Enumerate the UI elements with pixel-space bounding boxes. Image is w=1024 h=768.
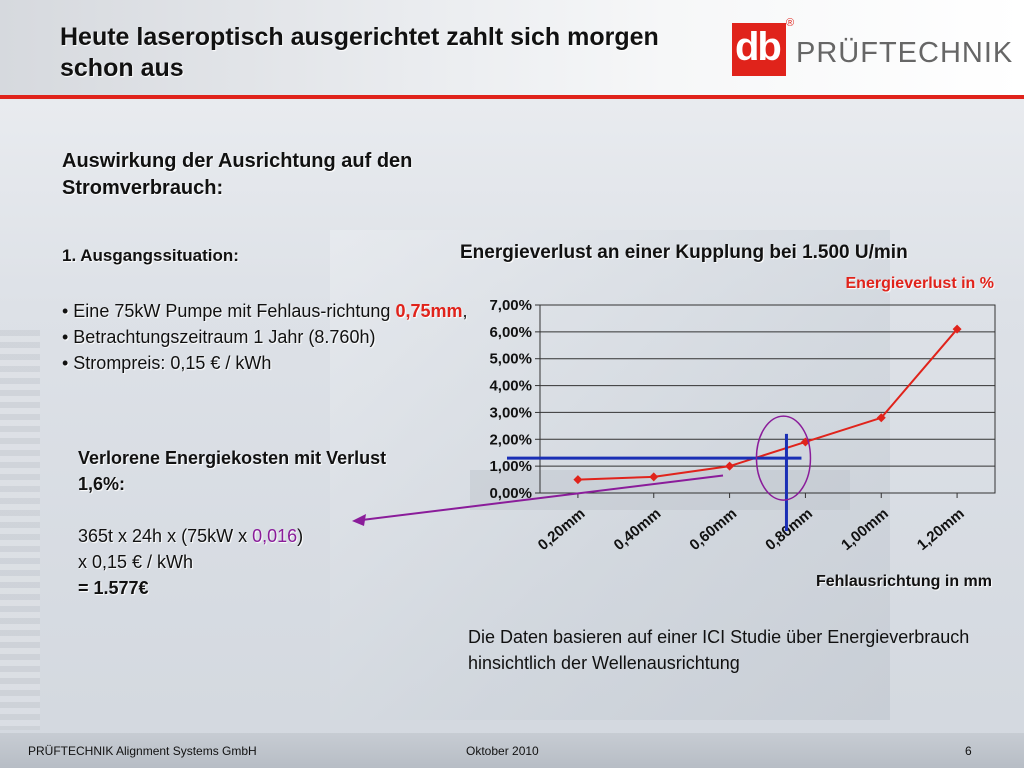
- x-tick-label: 1,00mm: [838, 505, 892, 554]
- chart-x-axis-label: Fehlausrichtung in mm: [815, 573, 992, 590]
- background-left-structure: [0, 330, 40, 730]
- bullet-item-pump: • Eine 75kW Pumpe mit Fehlaus-richtung 0…: [62, 298, 472, 324]
- logo-letters: db: [735, 25, 782, 69]
- logo-icon: db: [732, 23, 786, 76]
- loss-factor-value: 0,016: [252, 526, 298, 546]
- pointer-arrow-line: [361, 474, 724, 521]
- y-tick-label: 2,00%: [489, 431, 532, 448]
- y-tick-label: 7,00%: [489, 297, 532, 314]
- y-tick-label: 0,00%: [489, 485, 532, 502]
- calc-heading: Verlorene Energiekosten mit Verlust 1,6%…: [78, 448, 387, 494]
- data-point: [876, 413, 886, 423]
- highlight-ellipse: [755, 415, 812, 501]
- data-point: [573, 475, 583, 485]
- footer-company: PRÜFTECHNIK Alignment Systems GmbH: [28, 744, 257, 758]
- y-tick-label: 3,00%: [489, 404, 532, 421]
- x-tick-label: 0,20mm: [535, 505, 589, 554]
- series-line: [577, 328, 958, 481]
- slide-footer: PRÜFTECHNIK Alignment Systems GmbH Oktob…: [0, 733, 1024, 768]
- cost-calculation: Verlorene Energiekosten mit Verlust 1,6%…: [78, 445, 408, 601]
- calc-result: = 1.577€: [78, 578, 149, 598]
- pointer-arrow-head: [352, 514, 366, 526]
- section-subtitle: 1. Ausgangssituation:: [62, 246, 239, 265]
- logo-wordmark: PRÜFTECHNIK: [796, 37, 1014, 69]
- y-tick-label: 4,00%: [489, 378, 532, 395]
- chart-title: Energieverlust an einer Kupplung bei 1.5…: [460, 242, 908, 263]
- bullet-pump-text: • Eine 75kW Pumpe mit Fehlaus-richtung: [62, 301, 396, 321]
- calc-line-1-suffix: ): [297, 526, 304, 546]
- bullet-item-price: • Strompreis: 0,15 € / kWh: [62, 353, 272, 373]
- chart-legend: Energieverlust in %: [845, 275, 995, 292]
- slide-title: Heute laseroptisch ausgerichtet zahlt si…: [60, 23, 659, 82]
- x-tick-label: 0,80mm: [762, 505, 816, 554]
- plot-area: [539, 304, 996, 494]
- data-point: [649, 472, 659, 482]
- section-title: Auswirkung der Ausrichtung auf den Strom…: [62, 150, 413, 199]
- header-red-rule: [0, 95, 1024, 99]
- calc-line-1: 365t x 24h x (75kW x 0,016): [78, 523, 408, 549]
- data-point: [725, 461, 735, 471]
- x-tick-label: 1,20mm: [914, 505, 968, 554]
- footer-page-number: 6: [965, 744, 972, 758]
- y-tick-label: 5,00%: [489, 351, 532, 368]
- source-note: Die Daten basieren auf einer ICI Studie …: [468, 627, 970, 673]
- misalignment-value: 0,75mm: [395, 301, 463, 321]
- y-tick-label: 1,00%: [489, 458, 532, 475]
- calc-line-1-prefix: 365t x 24h x (75kW x: [78, 526, 253, 546]
- bullet-list: • Eine 75kW Pumpe mit Fehlaus-richtung 0…: [62, 298, 472, 376]
- slide-header: [0, 0, 1024, 96]
- bullet-item-period: • Betrachtungszeitraum 1 Jahr (8.760h): [62, 327, 376, 347]
- logo-registered-mark: ®: [786, 17, 795, 29]
- x-tick-label: 0,60mm: [686, 505, 740, 554]
- y-tick-label: 6,00%: [489, 324, 532, 341]
- footer-date: Oktober 2010: [466, 744, 539, 758]
- data-point: [952, 324, 962, 334]
- calc-line-2: x 0,15 € / kWh: [78, 552, 194, 572]
- bullet-pump-suffix: ,: [462, 301, 468, 321]
- x-tick-label: 0,40mm: [611, 505, 665, 554]
